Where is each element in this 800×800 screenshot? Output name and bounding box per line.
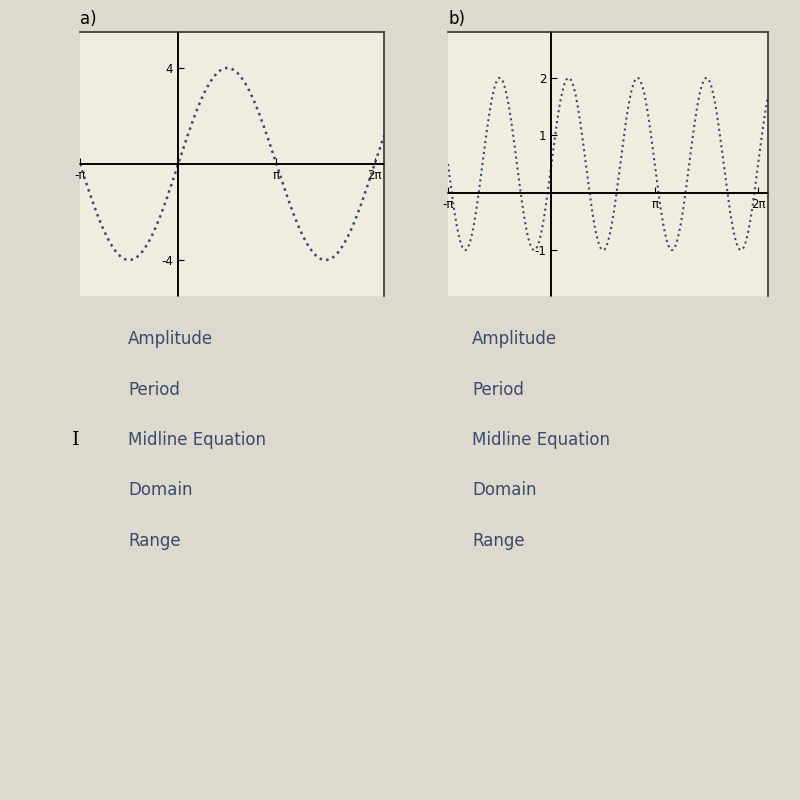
Text: Range: Range [128, 532, 181, 550]
Text: Midline Equation: Midline Equation [472, 431, 610, 449]
Text: Amplitude: Amplitude [128, 330, 213, 348]
Text: Period: Period [128, 381, 180, 398]
Text: Amplitude: Amplitude [472, 330, 557, 348]
Text: b): b) [448, 10, 465, 28]
Text: a): a) [80, 10, 97, 28]
Text: Domain: Domain [472, 482, 537, 499]
Text: Range: Range [472, 532, 525, 550]
Text: Domain: Domain [128, 482, 193, 499]
Text: Period: Period [472, 381, 524, 398]
Text: Midline Equation: Midline Equation [128, 431, 266, 449]
Text: I: I [72, 431, 80, 449]
